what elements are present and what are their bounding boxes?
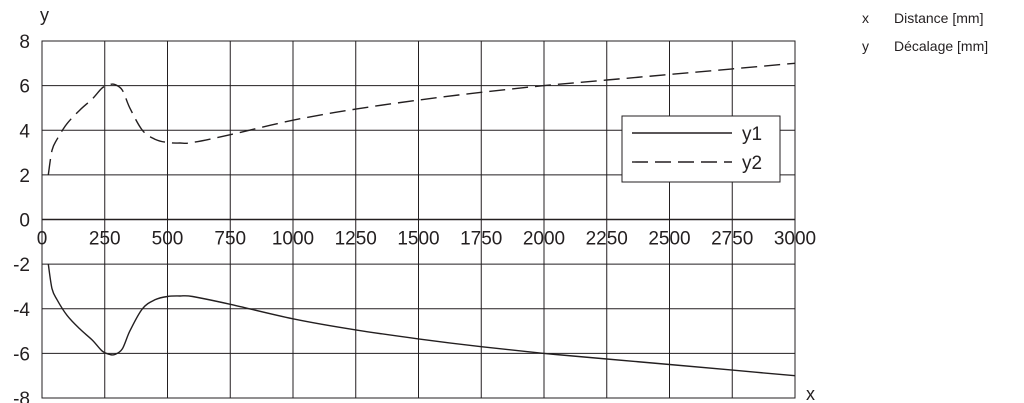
y-tick-label: 0 (19, 211, 30, 232)
legend-label-y2: y2 (742, 153, 762, 174)
x-tick-label: 1000 (272, 229, 314, 250)
key-text-y: Décalage [mm] (894, 38, 989, 54)
x-tick-label: 500 (152, 229, 184, 250)
y-axis-label: y (40, 5, 49, 25)
x-tick-label: 2250 (586, 229, 628, 250)
key-row-y: y Décalage [mm] (862, 38, 988, 54)
x-axis-label: x (806, 384, 815, 403)
x-tick-label: 750 (214, 229, 246, 250)
series-line-y1 (47, 263, 796, 377)
y-tick-label: -4 (13, 300, 30, 321)
series-line-y2 (47, 62, 796, 176)
y-tick-label: -8 (13, 389, 30, 403)
x-tick-label: 250 (89, 229, 121, 250)
grid (41, 40, 796, 399)
y-tick-label: 4 (19, 121, 30, 142)
x-tick-label: 1750 (460, 229, 502, 250)
x-tick-label: 2750 (711, 229, 753, 250)
x-tick-label: 2500 (648, 229, 690, 250)
x-tick-label: 1500 (397, 229, 439, 250)
y-tick-label: 8 (19, 32, 30, 53)
legend-label-y1: y1 (742, 124, 762, 145)
y-tick-label: 2 (19, 166, 30, 187)
tick-labels: 0 250 500 750 1000 1250 1500 1750 2000 2250 2500 27… (13, 32, 816, 403)
x-tick-label: 1250 (335, 229, 377, 250)
x-tick-label: 0 (37, 229, 48, 250)
series-lines (47, 62, 796, 377)
legend-box (621, 115, 781, 183)
y-tick-label: -2 (13, 255, 30, 276)
x-tick-label: 2000 (523, 229, 565, 250)
x-tick-label: 3000 (774, 229, 816, 250)
key-text-x: Distance [mm] (894, 10, 984, 26)
y-tick-label: -6 (13, 344, 30, 365)
key-symbol-y: y (862, 38, 869, 54)
key-row-x: x Distance [mm] (862, 10, 983, 26)
key-symbol-x: x (862, 10, 869, 26)
y-tick-label: 6 (19, 77, 30, 98)
